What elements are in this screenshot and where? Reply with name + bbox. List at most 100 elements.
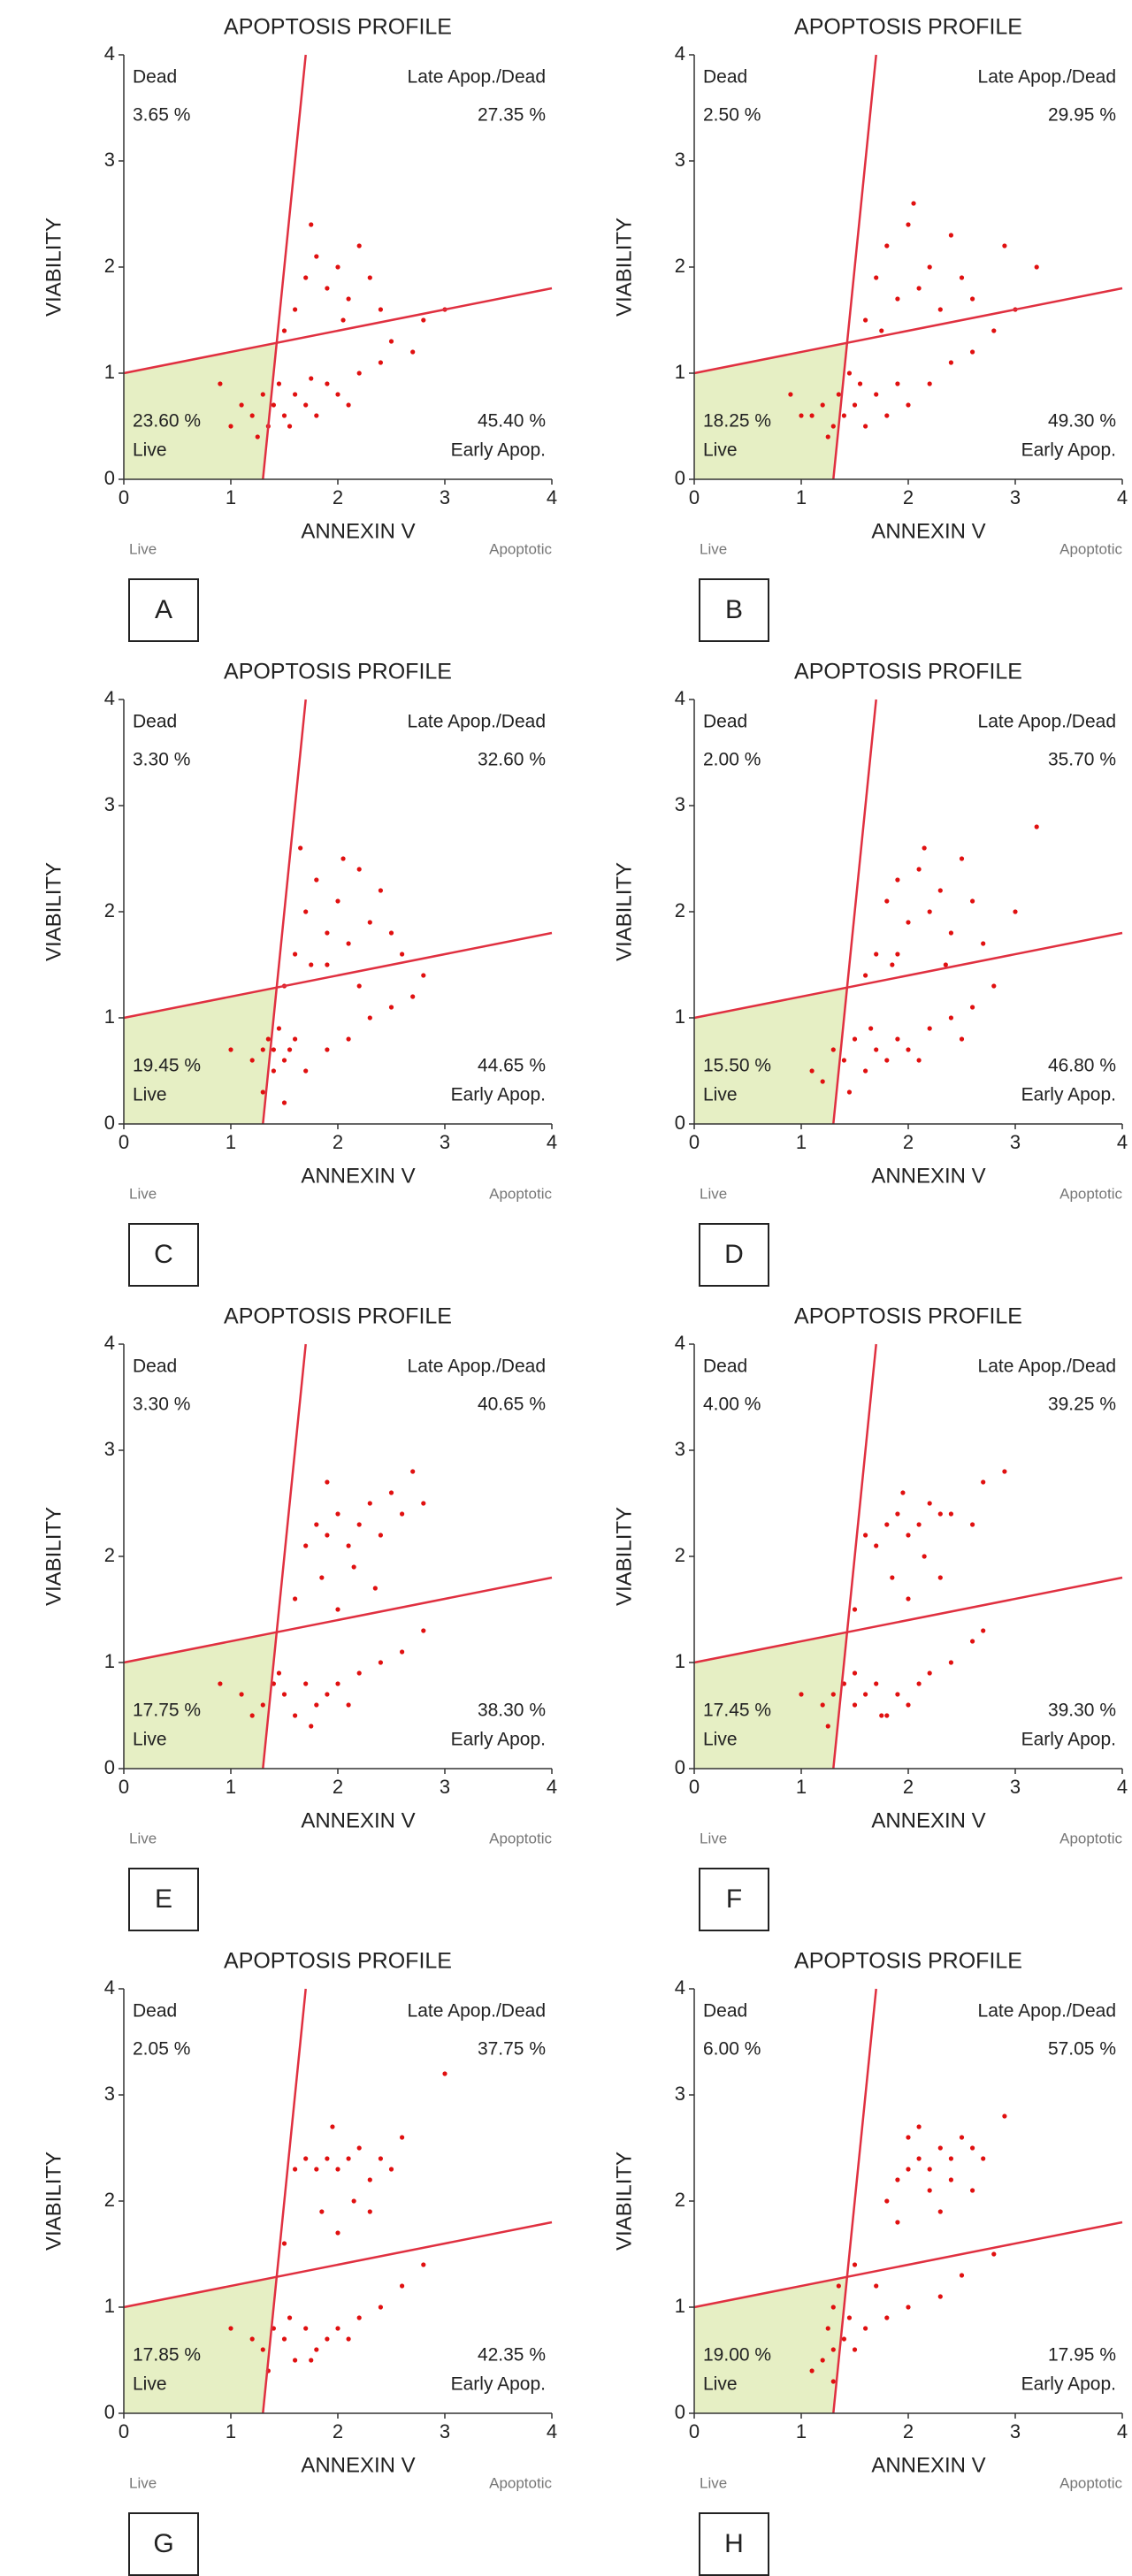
x-tick-label: 4 (547, 2420, 557, 2442)
dot (937, 1575, 943, 1580)
dot (970, 296, 975, 302)
y-tick-label: 4 (675, 687, 685, 709)
dot (937, 307, 943, 312)
dot (852, 2262, 858, 2267)
dot (863, 1533, 868, 1538)
quadrant-name: Dead (133, 67, 177, 88)
chart-panel: APOPTOSIS PROFILE 0 1 2 3 4 0 1 2 3 4 ANNEXIN V VIAB… (612, 1949, 1128, 2576)
dot (927, 1026, 932, 1031)
gate-line (693, 931, 1123, 1020)
quadrant-name: Dead (703, 2001, 747, 2022)
dot (937, 2209, 943, 2214)
dot (421, 973, 426, 978)
dot (830, 2347, 836, 2352)
x-tick-label: 4 (547, 1776, 557, 1798)
panel-label: B (725, 595, 743, 624)
dot (981, 1479, 986, 1485)
dot (346, 2156, 351, 2161)
dot (314, 254, 319, 259)
dot (927, 264, 932, 270)
y-tick-label: 4 (675, 1976, 685, 1999)
dot (820, 2358, 825, 2363)
dot (281, 328, 287, 333)
dot (303, 2156, 309, 2161)
quadrant-name: Live (133, 2374, 167, 2395)
quadrant-value: 49.30 % (1048, 411, 1116, 432)
y-tick-label: 0 (675, 2401, 685, 2423)
gate-line (262, 1988, 307, 2414)
dot (895, 1036, 900, 1042)
quadrant-name: Live (133, 1085, 167, 1105)
x-tick-label: 2 (333, 2420, 343, 2442)
y-tick-label: 0 (104, 467, 115, 489)
dot (1013, 909, 1018, 914)
y-tick-label: 3 (675, 793, 685, 815)
x-end-label: Live (129, 2474, 157, 2491)
x-tick-label: 2 (333, 1131, 343, 1153)
quadrant-name: Live (133, 1730, 167, 1750)
dot (852, 2347, 858, 2352)
y-tick-label: 1 (104, 1650, 115, 1672)
dot (346, 1036, 351, 1042)
dot (846, 371, 853, 376)
quadrant-value: 27.35 % (478, 105, 546, 126)
y-tick-label: 4 (675, 1332, 685, 1354)
quadrant-value: 38.30 % (478, 1701, 546, 1721)
quadrant-value: 15.50 % (703, 1056, 771, 1076)
dot (400, 1649, 405, 1655)
dot (325, 286, 330, 291)
panel-label: C (154, 1240, 173, 1269)
dot (293, 952, 298, 957)
gate-line (693, 287, 1123, 375)
quadrant-name: Live (703, 440, 738, 461)
dot (788, 392, 793, 397)
dot (293, 2358, 298, 2363)
dot (948, 360, 953, 365)
dot (981, 941, 986, 946)
dot (852, 1670, 858, 1676)
y-tick-label: 3 (675, 2083, 685, 2105)
dot (260, 2347, 265, 2352)
x-end-label: Live (700, 2474, 727, 2491)
y-tick-label: 0 (675, 467, 685, 489)
dot (281, 413, 287, 418)
y-tick-label: 4 (104, 1332, 115, 1354)
y-axis-label: VIABILITY (612, 1507, 636, 1606)
dot (906, 920, 911, 925)
dot (959, 275, 965, 280)
y-tick-label: 3 (104, 2083, 115, 2105)
y-tick-label: 1 (675, 361, 685, 383)
x-tick-label: 0 (119, 2420, 129, 2442)
dot (309, 1724, 314, 1729)
dot (378, 2156, 383, 2161)
dot (378, 1660, 383, 1665)
dot (249, 2336, 255, 2342)
dot (830, 1692, 836, 1697)
dot (916, 867, 922, 872)
y-axis-label: VIABILITY (612, 218, 636, 317)
dot (927, 909, 932, 914)
panel-box (128, 1223, 199, 1287)
live-region (124, 342, 277, 479)
quadrant-value: 40.65 % (478, 1395, 546, 1415)
dot (325, 962, 330, 967)
dot (356, 867, 362, 872)
dot (1034, 824, 1039, 829)
dot (260, 392, 265, 397)
dot (884, 1713, 890, 1718)
dot (970, 2145, 975, 2151)
dot (937, 2145, 943, 2151)
x-tick-label: 1 (796, 1131, 807, 1153)
x-end-label: Apoptotic (489, 2474, 552, 2491)
dot (809, 413, 815, 418)
quadrant-value: 19.45 % (133, 1056, 201, 1076)
dot (820, 1702, 825, 1708)
panel-label: F (726, 1884, 742, 1914)
dot (970, 898, 975, 904)
dot (314, 2347, 319, 2352)
dot (799, 413, 804, 418)
dot (309, 962, 314, 967)
quadrant-value: 42.35 % (478, 2345, 546, 2366)
dot (906, 1047, 911, 1052)
